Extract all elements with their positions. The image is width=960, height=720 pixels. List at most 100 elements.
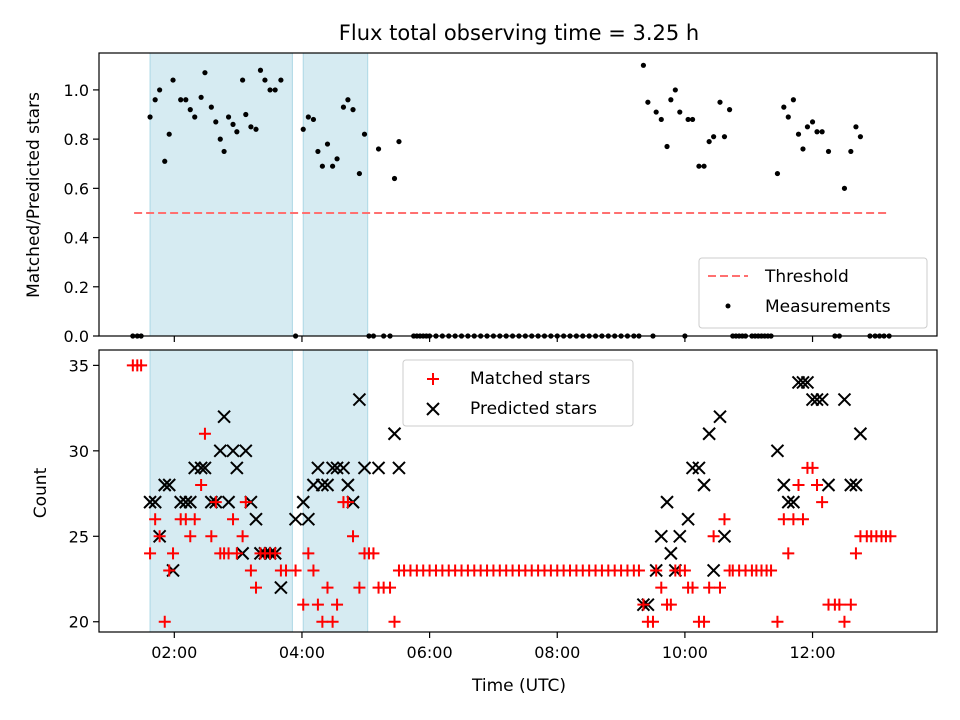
matched-point (321, 581, 334, 594)
matched-point (707, 530, 720, 543)
matched-point (307, 564, 320, 577)
predicted-point (786, 495, 801, 509)
matched-point (796, 513, 809, 526)
measurement-point (253, 126, 259, 132)
measurement-point (781, 104, 787, 110)
top-legend-box (698, 257, 928, 329)
bottom-x-ticks: 02:00 04:00 06:00 08:00 10:00 12:00 (151, 632, 836, 662)
predicted-point (226, 444, 240, 458)
matched-point (209, 496, 222, 509)
predicted-point (702, 427, 716, 441)
measurement-point (848, 148, 854, 155)
measurement-point (192, 114, 198, 120)
measurement-point (841, 185, 848, 191)
matched-point (384, 581, 397, 594)
top-panel-frame (98, 52, 938, 337)
predicted-point (387, 427, 402, 441)
predicted-point (325, 461, 340, 475)
matched-point (195, 479, 208, 492)
measurement-point (711, 134, 717, 140)
matched-point (698, 615, 711, 628)
measurement-point (178, 97, 184, 103)
matched-point (849, 547, 862, 560)
predicted-point (664, 546, 678, 561)
measurement-point (658, 116, 664, 123)
measurement-point (166, 131, 172, 137)
shaded-interval (302, 349, 369, 633)
predicted-point (301, 512, 316, 526)
measurement-point (672, 87, 678, 93)
legend-predicted-marker (426, 402, 440, 416)
measurement-point (645, 99, 651, 105)
matched-point (714, 581, 727, 594)
predicted-point (188, 461, 202, 475)
predicted-point (800, 375, 815, 390)
measurement-point (243, 111, 249, 118)
y-tick-label: 25 (69, 527, 89, 546)
predicted-point (815, 392, 829, 407)
predicted-point (173, 495, 188, 509)
matched-point (135, 359, 148, 372)
y-tick-label: 30 (69, 442, 89, 461)
shaded-interval (149, 349, 293, 633)
predicted-point (844, 478, 858, 492)
matched-point (637, 598, 650, 611)
matched-point (884, 530, 897, 543)
predicted-point (274, 580, 288, 595)
measurement-point (706, 138, 712, 145)
measurement-point (324, 141, 331, 147)
measurement-point (853, 124, 859, 130)
measurement-point (356, 170, 362, 177)
matched-point (149, 513, 162, 526)
top-y-axis-label: Matched/Predicted stars (24, 92, 44, 298)
predicted-point (781, 495, 795, 509)
matched-point (806, 461, 819, 474)
measurement-point (319, 163, 325, 169)
measurement-point (152, 97, 158, 103)
matched-point (239, 496, 252, 509)
predicted-point (371, 461, 386, 475)
matched-point (686, 581, 699, 594)
measurement-point (857, 134, 864, 140)
matched-point (388, 615, 401, 628)
predicted-point (162, 478, 176, 492)
measurement-point (790, 97, 796, 103)
measurement-point (170, 77, 176, 83)
y-tick-label: 35 (69, 356, 89, 375)
predicted-point (336, 461, 351, 475)
measurement-point (825, 148, 832, 155)
measurement-point (361, 131, 368, 137)
y-tick-label: 0.8 (64, 130, 89, 149)
predicted-point (706, 563, 721, 578)
measurement-point (208, 104, 214, 110)
measurement-point (202, 70, 208, 76)
y-tick-label: 20 (69, 613, 89, 632)
predicted-point (221, 495, 236, 509)
top-legend: Threshold Measurements (698, 257, 928, 329)
predicted-point (213, 444, 227, 458)
matched-point (718, 513, 731, 526)
predicted-point (341, 478, 355, 492)
measurement-point (345, 97, 351, 103)
shaded-interval (302, 52, 369, 337)
matched-point (250, 581, 263, 594)
matched-point (230, 547, 243, 560)
matched-point (341, 496, 354, 509)
top-y-ticks: 0.0 0.2 0.4 0.6 0.8 1.0 (64, 81, 99, 346)
predicted-point (777, 478, 791, 492)
predicted-point (179, 495, 193, 509)
measurement-point (147, 114, 153, 120)
matched-point (269, 547, 282, 560)
bottom-legend-matched-swatch (427, 373, 439, 385)
measurement-point (653, 109, 659, 115)
measurement-point (267, 87, 273, 93)
measurement-point (668, 97, 674, 103)
bottom-legend-matched-label: Matched stars (470, 369, 590, 389)
measurement-point (340, 104, 347, 110)
matched-point (646, 615, 659, 628)
matched-point (326, 615, 339, 628)
measurement-point (230, 121, 236, 127)
predicted-point (330, 461, 344, 475)
measurement-point (221, 148, 227, 155)
